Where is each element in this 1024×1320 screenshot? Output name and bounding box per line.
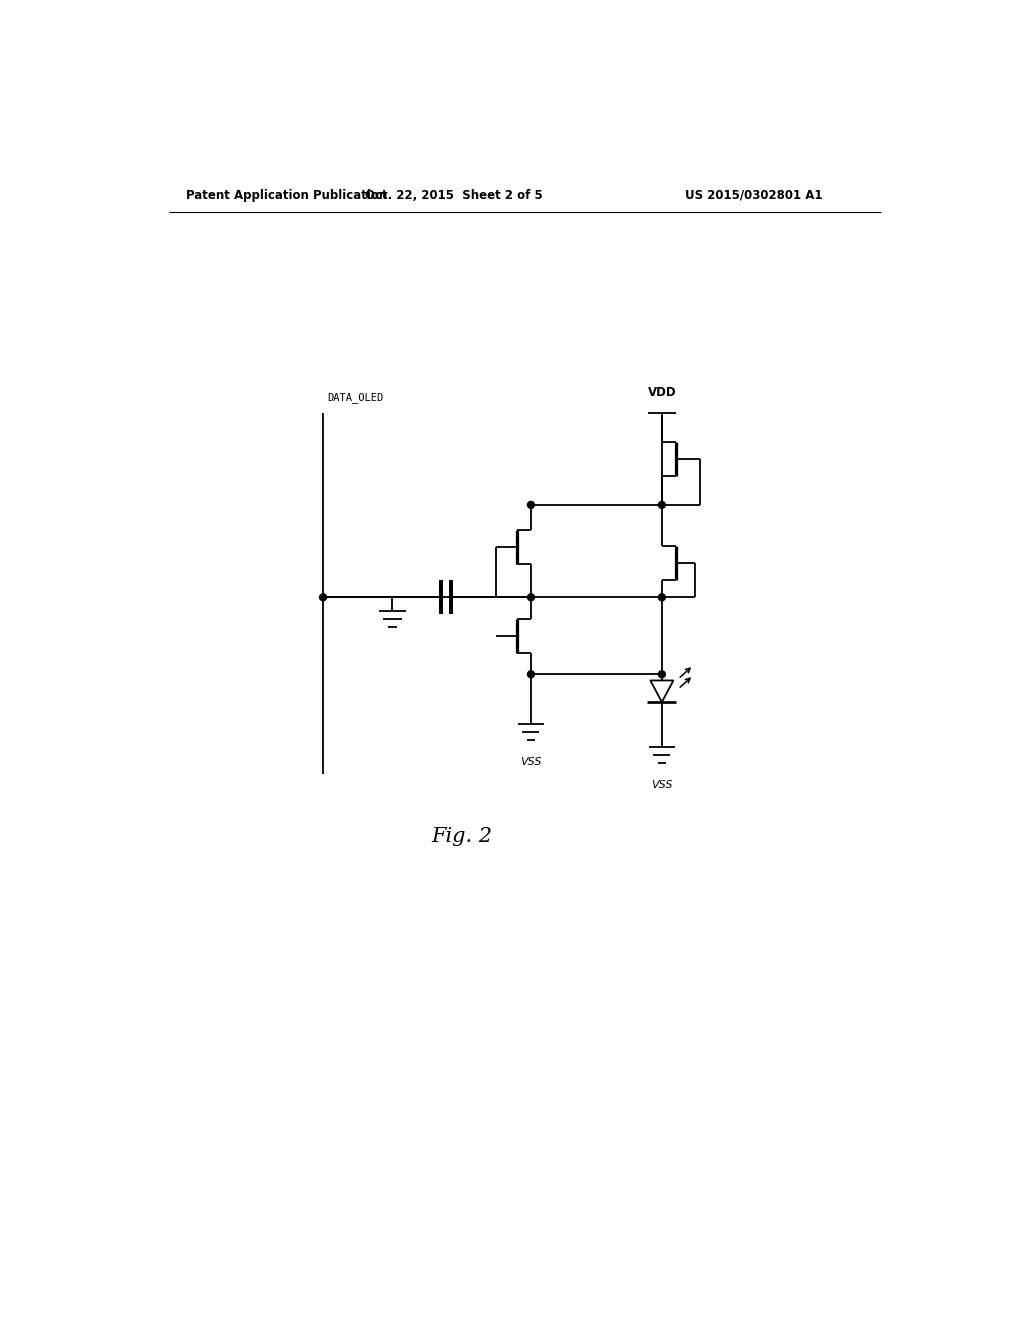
Circle shape [527,671,535,677]
Text: DATA_OLED: DATA_OLED [327,392,383,404]
Text: VSS: VSS [520,756,542,767]
Text: Oct. 22, 2015  Sheet 2 of 5: Oct. 22, 2015 Sheet 2 of 5 [366,189,543,202]
Text: VDD: VDD [647,385,676,399]
Text: VSS: VSS [651,780,673,789]
Circle shape [527,594,535,601]
Circle shape [658,671,666,677]
Text: US 2015/0302801 A1: US 2015/0302801 A1 [685,189,822,202]
Circle shape [527,502,535,508]
Circle shape [658,594,666,601]
Text: Patent Application Publication: Patent Application Publication [186,189,387,202]
Circle shape [319,594,327,601]
Circle shape [658,502,666,508]
Text: Fig. 2: Fig. 2 [431,826,493,846]
